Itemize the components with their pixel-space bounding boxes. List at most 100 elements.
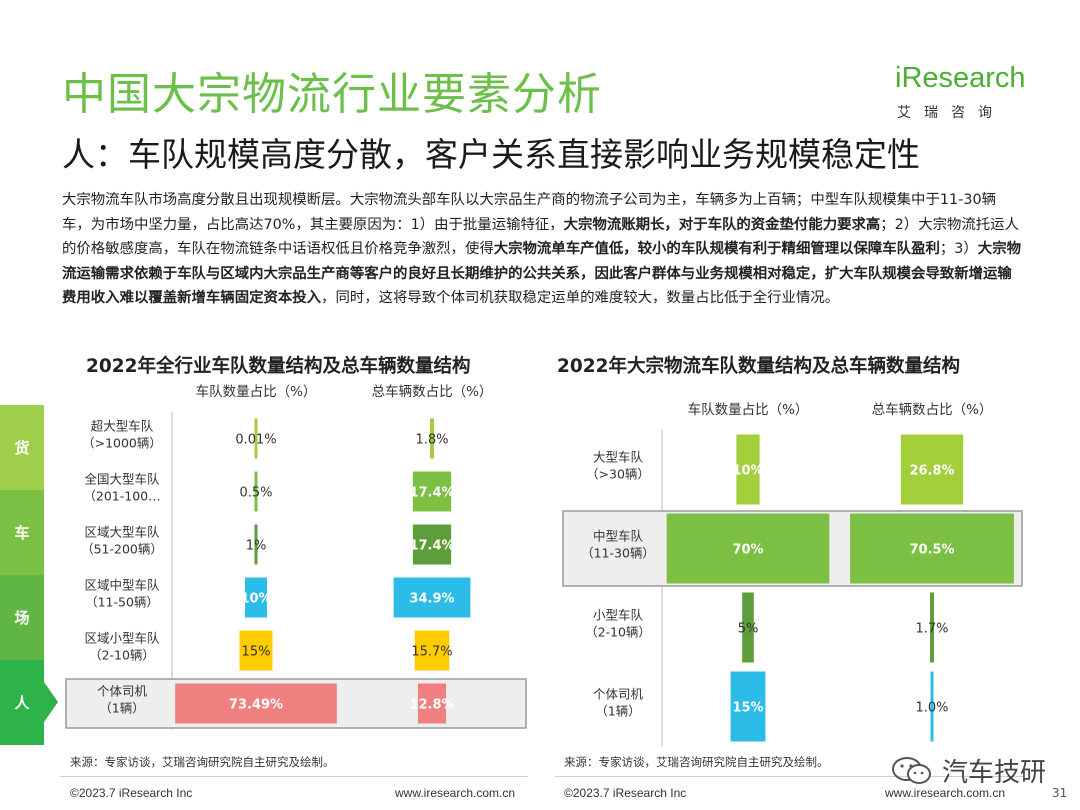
chart1-category-label: 区域大型车队	[84, 525, 160, 540]
logo-chinese-text: 艾瑞咨询	[897, 105, 1005, 121]
intro-emphasis: 大宗物流单车产值低，较小的车队规模有利于精细管理以保障车队盈利	[493, 241, 940, 257]
chart2-category-label: 大型车队	[593, 450, 644, 465]
chart1-category-label: （51-200辆）	[81, 542, 163, 557]
chart2-bar	[730, 671, 766, 742]
chart1-data-label: 15.7%	[411, 645, 452, 660]
chart2-bar	[850, 513, 1014, 584]
page-number: 31	[1052, 786, 1068, 800]
chart1-category-label: 个体司机	[97, 684, 148, 699]
chart1-source: 来源：专家访谈，艾瑞咨询研究院自主研究及绘制。	[70, 755, 335, 769]
chart1-bar	[393, 577, 471, 618]
chart2-category-label: 个体司机	[593, 687, 644, 702]
chart1-bar	[175, 683, 337, 724]
chart2-title: 2022年大宗物流车队数量结构及总车辆数量结构	[557, 356, 960, 377]
logo-text: iResearch	[895, 62, 1026, 94]
footer-copyright-left: ©2023.7 iResearch Inc	[70, 786, 193, 800]
intro-paragraph: 大宗物流车队市场高度分散且出现规模断层。大宗物流头部车队以大宗品生产商的物流子公…	[62, 188, 1022, 311]
chart1-category-label: 超大型车队	[91, 419, 154, 434]
tab-vehicle[interactable]: 车	[0, 490, 44, 575]
chart2-source: 来源：专家访谈，艾瑞咨询研究院自主研究及绘制。	[564, 755, 829, 769]
footer-url-left: www.iresearch.com.cn	[395, 786, 516, 800]
wechat-icon	[892, 756, 931, 784]
chart1-category-label: 区域小型车队	[84, 631, 160, 646]
tab-vehicle-label: 车	[14, 524, 30, 542]
chart1-data-label: 0.5%	[239, 486, 272, 501]
chart1-data-label: 17.4%	[409, 486, 454, 501]
chart1-data-label: 10%	[240, 592, 271, 607]
chart1-series-header: 车队数量占比（%）	[196, 383, 317, 400]
chart2-bar	[930, 671, 934, 742]
iresearch-logo: iResearch 艾瑞咨询	[895, 62, 1026, 126]
chart2-category-label: （11-30辆）	[581, 546, 655, 561]
chart1-category-label: （11-50辆）	[85, 595, 159, 610]
page-subtitle: 人：车队规模高度分散，客户关系直接影响业务规模稳定性	[62, 135, 920, 174]
chart1-data-label: 34.9%	[409, 592, 454, 607]
chart1-bar	[412, 471, 452, 512]
chart2-data-label: 70.5%	[909, 543, 954, 558]
chart1-data-label: 0.01%	[235, 433, 276, 448]
footer-url-right: www.iresearch.com.cn	[885, 786, 1006, 800]
chart2-bar	[900, 434, 964, 505]
chart1-data-label: 1.8%	[415, 433, 448, 448]
intro-text: 大宗物流车队市场高度分散且出现规模断层。大宗物流头部车队以大宗品生产商的物流子公…	[62, 192, 997, 233]
chart1-category-label: （201-100…	[83, 489, 160, 504]
intro-text: ；2）大宗物流托运人的价格敏感度高，车队在物流链条中话语权低且价格竞争激烈，使得	[62, 216, 1019, 258]
chart1-bar	[245, 577, 267, 618]
tab-goods-label: 货	[14, 439, 30, 457]
chart2-series-header: 总车辆数占比（%）	[872, 401, 993, 418]
chart1-data-label: 15%	[242, 645, 271, 660]
chart2-category-label: （>30辆）	[586, 467, 650, 482]
tab-person-label: 人	[14, 694, 30, 712]
sidebar-nav: 货 车 场 人	[0, 405, 58, 745]
chart1-title: 2022年全行业车队数量结构及总车辆数量结构	[86, 356, 471, 377]
footer-copyright-right: ©2023.7 iResearch Inc	[564, 786, 687, 800]
tab-site-label: 场	[14, 609, 30, 627]
chart2-category-label: 中型车队	[593, 529, 644, 544]
chart1-data-label: 73.49%	[229, 698, 283, 713]
chart1-category-label: （1辆）	[99, 701, 144, 716]
chart2-data-label: 70%	[732, 543, 763, 558]
chart1-bar	[430, 418, 434, 459]
footer-divider-left	[60, 776, 528, 777]
chart2-data-label: 1.0%	[915, 701, 948, 716]
chart1-category-label: （>1000辆）	[82, 436, 162, 451]
chart2-data-label: 10%	[732, 464, 763, 479]
footer-divider-right	[555, 776, 1023, 777]
chart2-bar	[930, 592, 934, 663]
chart1-bar	[239, 630, 273, 671]
chart2-data-label: 1.7%	[915, 622, 948, 637]
chart1-data-label: 12.8%	[409, 698, 454, 713]
watermark: 汽车技研	[890, 752, 1046, 789]
intro-text: ；3）	[939, 241, 978, 257]
chart2-bar	[666, 513, 830, 584]
chart1-bar	[412, 524, 452, 565]
tab-site[interactable]: 场	[0, 575, 44, 660]
chart2-bar	[736, 434, 760, 505]
chart1-category-label: 区域中型车队	[84, 578, 160, 593]
intro-text: ，同时，这将导致个体司机获取稳定运单的难度较大，数量占比低于全行业情况。	[321, 290, 840, 306]
chart1-category-label: 全国大型车队	[84, 472, 160, 487]
chart1-bar	[254, 524, 258, 565]
chart1-bar	[414, 630, 450, 671]
chart1-bar	[254, 418, 258, 459]
watermark-text: 汽车技研	[942, 758, 1047, 788]
chart2-category-label: （2-10辆）	[585, 625, 651, 640]
chart2-data-label: 15%	[732, 701, 763, 716]
chart2-series-header: 车队数量占比（%）	[688, 401, 809, 418]
chart1-data-label: 17.4%	[409, 539, 454, 554]
chart2-data-label: 5%	[738, 622, 759, 637]
chart1-series-header: 总车辆数占比（%）	[372, 383, 493, 400]
chart1-bar	[254, 471, 258, 512]
chart2-category-label: （1辆）	[595, 704, 640, 719]
chart1-data-label: 1%	[246, 539, 267, 554]
chart1-category-label: （2-10辆）	[89, 648, 155, 663]
tab-goods[interactable]: 货	[0, 405, 44, 490]
tab-person[interactable]: 人	[0, 660, 58, 745]
page-title: 中国大宗物流行业要素分析	[62, 69, 602, 120]
chart1-bar	[417, 683, 447, 724]
chart2-category-label: 小型车队	[593, 608, 644, 623]
intro-emphasis: 大宗物流账期长，对于车队的资金垫付能力要求高	[563, 216, 881, 233]
chart2-bar	[742, 592, 754, 663]
intro-emphasis: 大宗物流运输需求依赖于车队与区域内大宗品生产商等客户的良好且长期维护的公共关系，…	[62, 241, 1021, 306]
